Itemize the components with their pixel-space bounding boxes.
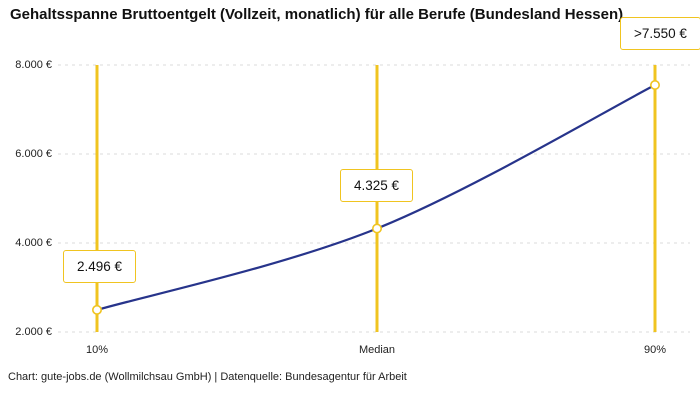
- xtick-label-10pct: 10%: [85, 344, 109, 356]
- data-point-marker: [371, 223, 382, 234]
- ytick-label-6000: 6.000 €: [15, 148, 52, 160]
- data-point-marker: [649, 80, 660, 91]
- annotation-bubble-median: 4.325 €: [340, 169, 414, 202]
- chart-title: Gehaltsspanne Bruttoentgelt (Vollzeit, m…: [10, 6, 624, 23]
- annotation-bubble-10pct: 2.496 €: [63, 250, 137, 283]
- annotation-bubble-90pct: >7.550 €: [620, 17, 700, 50]
- ytick-label-8000: 8.000 €: [15, 59, 52, 71]
- xtick-label-90pct: 90%: [643, 344, 667, 356]
- data-point-marker: [92, 304, 103, 315]
- footer-credit: Chart: gute-jobs.de (Wollmilchsau GmbH) …: [8, 371, 407, 383]
- ytick-label-4000: 4.000 €: [15, 237, 52, 249]
- ytick-label-2000: 2.000 €: [15, 326, 52, 338]
- xtick-label-median: Median: [358, 344, 396, 356]
